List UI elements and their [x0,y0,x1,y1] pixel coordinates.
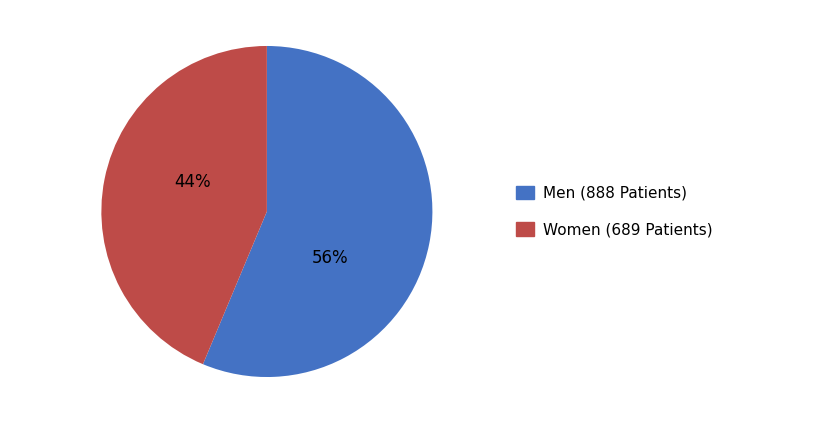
Text: 56%: 56% [311,249,348,267]
Wedge shape [203,46,432,377]
Text: 44%: 44% [174,173,211,191]
Wedge shape [102,46,267,364]
Legend: Men (888 Patients), Women (689 Patients): Men (888 Patients), Women (689 Patients) [508,178,721,245]
